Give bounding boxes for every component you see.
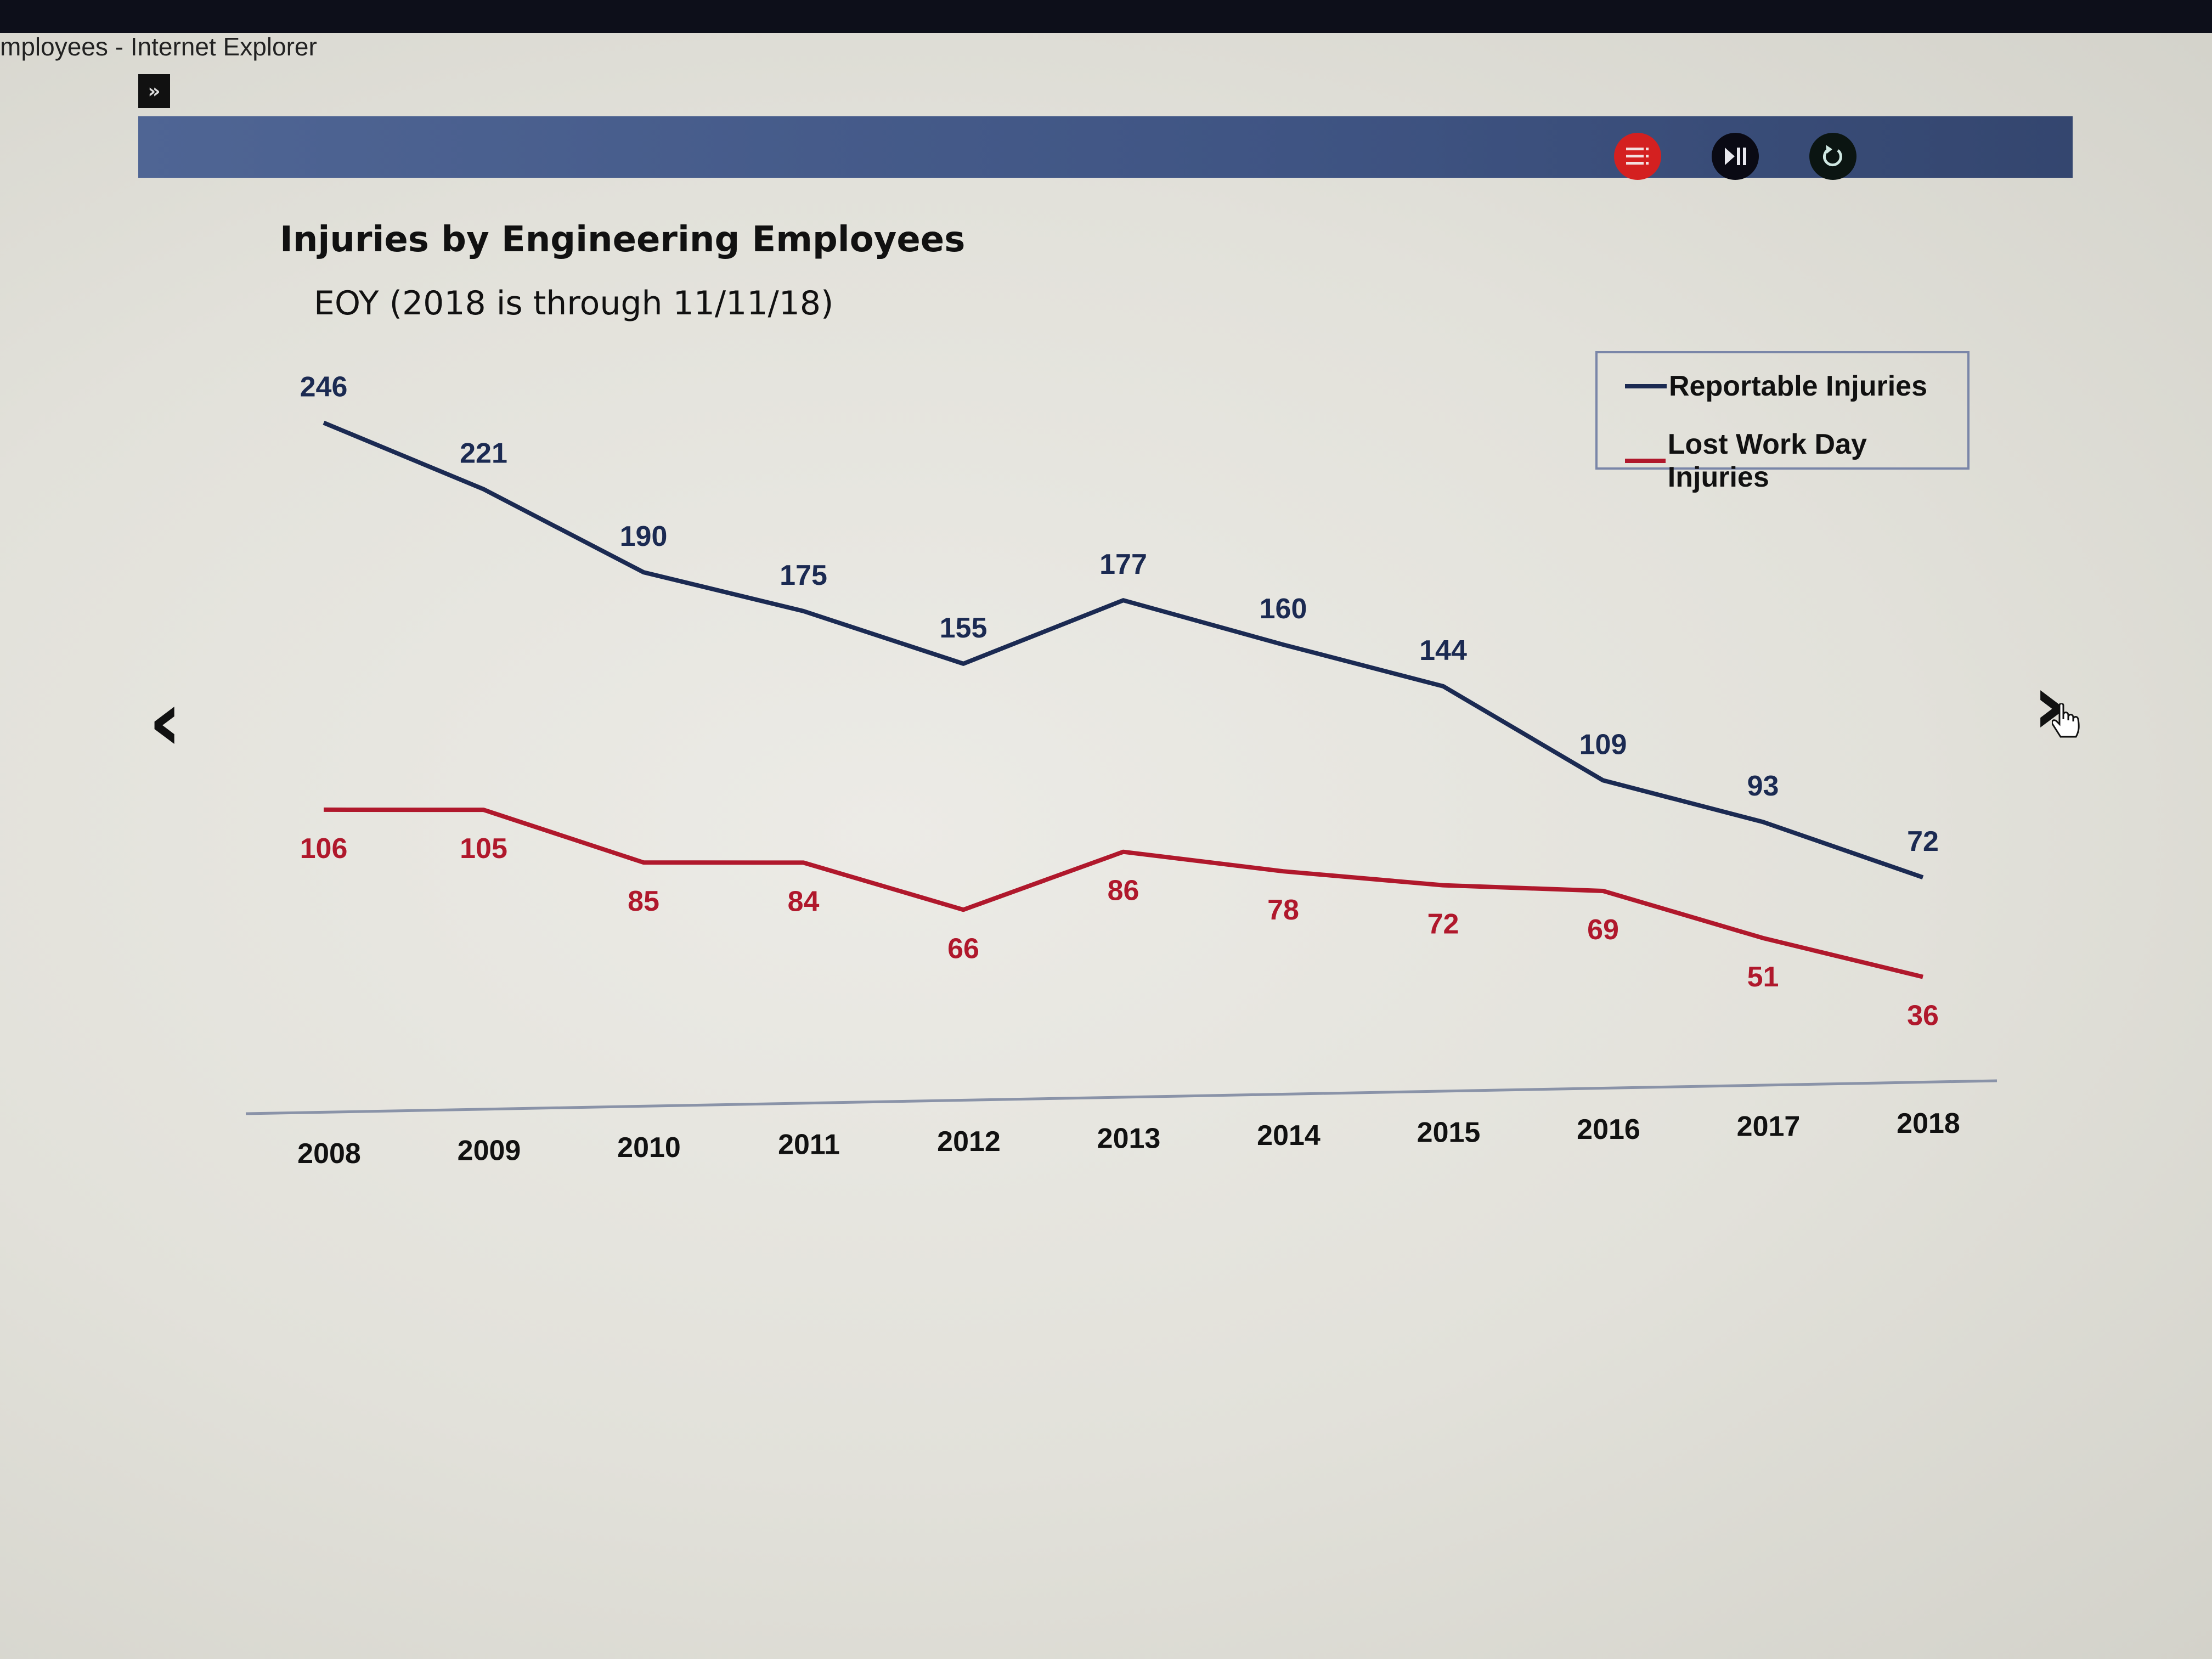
- x-tick-label: 2013: [1097, 1122, 1161, 1154]
- data-label-reportable: 144: [1419, 635, 1467, 667]
- data-label-lost-work-day: 78: [1267, 894, 1299, 926]
- series-line-reportable: [323, 420, 1924, 880]
- data-label-lost-work-day: 36: [1907, 1000, 1939, 1032]
- data-label-reportable: 109: [1579, 729, 1627, 760]
- monitor-bezel: [0, 0, 2212, 33]
- data-label-lost-work-day: 86: [1108, 875, 1139, 907]
- data-label-reportable: 221: [460, 438, 507, 470]
- x-tick-label: 2012: [937, 1126, 1001, 1158]
- data-label-reportable: 190: [620, 521, 668, 552]
- x-axis-line: [245, 1079, 1997, 1115]
- data-label-lost-work-day: 85: [628, 885, 659, 917]
- x-tick-label: 2008: [297, 1138, 361, 1170]
- chart-subtitle: EOY (2018 is through 11/11/18): [314, 284, 834, 323]
- legend-label-reportable: Reportable Injuries: [1669, 370, 1927, 402]
- chart-title: Injuries by Engineering Employees: [280, 219, 966, 260]
- data-label-lost-work-day: 105: [460, 833, 507, 865]
- data-label-lost-work-day: 84: [788, 885, 820, 917]
- data-label-lost-work-day: 51: [1747, 961, 1779, 993]
- window-title: mployees - Internet Explorer: [0, 32, 317, 61]
- expand-button[interactable]: »: [138, 74, 170, 108]
- legend-swatch-lost-work-day: [1625, 459, 1666, 463]
- x-tick-label: 2011: [778, 1128, 840, 1160]
- data-label-reportable: 72: [1907, 826, 1939, 857]
- previous-slide-button[interactable]: ‹: [148, 674, 182, 769]
- data-label-reportable: 155: [940, 612, 988, 644]
- x-tick-label: 2010: [617, 1132, 681, 1164]
- replay-icon: [1822, 145, 1842, 166]
- replay-button[interactable]: [1809, 133, 1857, 180]
- data-label-reportable: 246: [300, 371, 348, 403]
- x-tick-label: 2014: [1257, 1120, 1321, 1152]
- play-pause-icon: [1725, 148, 1746, 165]
- data-label-lost-work-day: 66: [947, 933, 979, 964]
- x-tick-label: 2009: [458, 1135, 521, 1166]
- chart-legend: Reportable Injuries Lost Work Day Injuri…: [1595, 351, 1970, 493]
- x-tick-label: 2015: [1417, 1116, 1481, 1148]
- legend-swatch-reportable: [1625, 384, 1667, 388]
- x-tick-label: 2018: [1897, 1108, 1960, 1139]
- series-line-lost-work-day: [323, 807, 1923, 979]
- hand-cursor-icon: [2052, 703, 2080, 738]
- data-label-lost-work-day: 72: [1427, 909, 1459, 940]
- x-tick-label: 2017: [1737, 1110, 1801, 1142]
- x-tick-label: 2016: [1577, 1114, 1640, 1146]
- play-pause-button[interactable]: [1712, 133, 1759, 180]
- data-label-lost-work-day: 106: [300, 833, 348, 865]
- menu-button[interactable]: [1614, 133, 1661, 180]
- data-label-reportable: 160: [1260, 593, 1307, 625]
- player-toolbar: [138, 116, 2073, 180]
- data-label-reportable: 175: [780, 560, 827, 591]
- data-label-reportable: 93: [1747, 770, 1779, 802]
- data-label-lost-work-day: 69: [1587, 914, 1619, 946]
- legend-item-lost-work-day: Lost Work Day Injuries: [1625, 428, 1967, 494]
- legend-item-reportable: Reportable Injuries: [1625, 370, 1927, 403]
- legend-label-lost-work-day: Lost Work Day Injuries: [1667, 428, 1867, 493]
- data-label-reportable: 177: [1099, 549, 1147, 580]
- list-menu-icon: [1626, 148, 1649, 165]
